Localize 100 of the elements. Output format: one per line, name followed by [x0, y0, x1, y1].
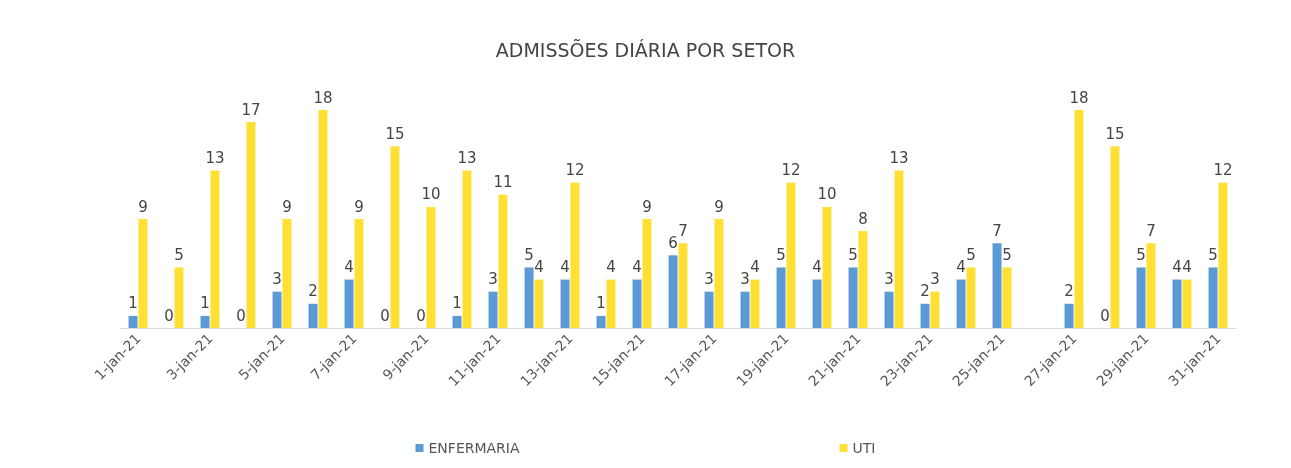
bar — [570, 182, 580, 328]
bar — [606, 279, 616, 328]
data-label: 5 — [1136, 245, 1146, 264]
data-label: 13 — [205, 149, 225, 168]
data-label: 1 — [128, 294, 138, 313]
bar — [966, 267, 976, 328]
bar — [704, 291, 714, 328]
data-label: 2 — [1064, 282, 1074, 301]
data-label: 3 — [272, 270, 282, 289]
data-label: 13 — [889, 149, 909, 168]
bar — [138, 219, 148, 328]
data-label: 5 — [966, 245, 976, 264]
bar — [308, 303, 318, 328]
data-label: 4 — [344, 258, 354, 277]
data-label: 4 — [560, 258, 570, 277]
bar — [498, 194, 508, 328]
data-label: 7 — [992, 221, 1002, 240]
data-label: 3 — [740, 270, 750, 289]
bar — [282, 219, 292, 328]
data-label: 1 — [452, 294, 462, 313]
data-label: 9 — [354, 197, 364, 216]
data-label: 4 — [750, 258, 760, 277]
data-label: 4 — [632, 258, 642, 277]
bar — [128, 315, 138, 328]
bar — [920, 303, 930, 328]
bar — [210, 170, 220, 328]
bar — [786, 182, 796, 328]
legend-label: ENFERMARIA — [428, 440, 520, 456]
bar — [462, 170, 472, 328]
data-label: 3 — [704, 270, 714, 289]
bar — [246, 122, 256, 328]
data-label: 3 — [930, 270, 940, 289]
data-label: 4 — [812, 258, 822, 277]
bar — [390, 146, 400, 328]
bar — [354, 219, 364, 328]
data-label: 9 — [138, 197, 148, 216]
bar — [596, 315, 606, 328]
bar — [174, 267, 184, 328]
data-label: 5 — [1208, 245, 1218, 264]
bar — [1002, 267, 1012, 328]
bar — [678, 243, 688, 328]
bar — [1110, 146, 1120, 328]
data-label: 3 — [488, 270, 498, 289]
data-label: 4 — [1182, 258, 1192, 277]
data-label: 15 — [385, 124, 405, 143]
bar — [714, 219, 724, 328]
bar — [1218, 182, 1228, 328]
data-label: 4 — [956, 258, 966, 277]
bar — [1074, 110, 1084, 328]
data-label: 12 — [781, 161, 801, 180]
data-label: 1 — [596, 294, 606, 313]
bar — [668, 255, 678, 328]
data-label: 6 — [668, 233, 678, 252]
chart-title: ADMISSÕES DIÁRIA POR SETOR — [495, 38, 796, 61]
bar — [812, 279, 822, 328]
bar — [452, 315, 462, 328]
bar — [1136, 267, 1146, 328]
bar — [848, 267, 858, 328]
bar — [1172, 279, 1182, 328]
data-label: 9 — [714, 197, 724, 216]
bar — [930, 291, 940, 328]
bar — [894, 170, 904, 328]
data-label: 18 — [1069, 88, 1089, 107]
data-label: 4 — [1172, 258, 1182, 277]
data-label: 1 — [200, 294, 210, 313]
data-label: 5 — [524, 245, 534, 264]
data-label: 4 — [534, 258, 544, 277]
bar — [318, 110, 328, 328]
data-label: 5 — [1002, 245, 1012, 264]
bar — [642, 219, 652, 328]
data-label: 10 — [421, 185, 441, 204]
data-label: 3 — [884, 270, 894, 289]
bar — [822, 206, 832, 328]
data-label: 12 — [1213, 161, 1233, 180]
data-label: 10 — [817, 185, 837, 204]
data-label: 18 — [313, 88, 333, 107]
data-label: 11 — [493, 173, 513, 192]
data-label: 17 — [241, 100, 261, 119]
data-label: 7 — [678, 221, 688, 240]
data-label: 2 — [308, 282, 318, 301]
bar — [956, 279, 966, 328]
data-label: 0 — [236, 306, 246, 325]
bar — [750, 279, 760, 328]
bar — [858, 231, 868, 328]
data-label: 4 — [606, 258, 616, 277]
data-label: 5 — [174, 245, 184, 264]
bar — [632, 279, 642, 328]
data-label: 0 — [164, 306, 174, 325]
data-label: 9 — [282, 197, 292, 216]
data-label: 5 — [776, 245, 786, 264]
bar — [426, 206, 436, 328]
legend-label: UTI — [852, 440, 876, 456]
data-label: 8 — [858, 209, 868, 228]
data-label: 0 — [1100, 306, 1110, 325]
data-label: 0 — [416, 306, 426, 325]
data-label: 15 — [1105, 124, 1125, 143]
data-label: 9 — [642, 197, 652, 216]
data-label: 5 — [848, 245, 858, 264]
bar — [534, 279, 544, 328]
bar — [524, 267, 534, 328]
